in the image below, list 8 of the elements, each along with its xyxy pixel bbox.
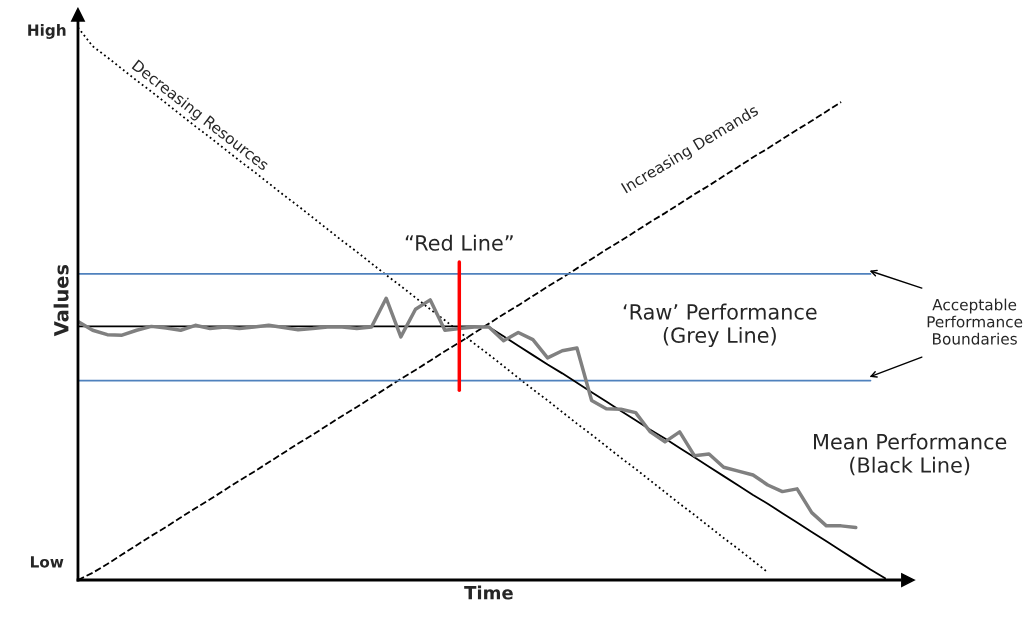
x-axis-title: Time bbox=[464, 585, 513, 600]
text: Low bbox=[30, 556, 64, 568]
annotation: “Red Line” bbox=[405, 234, 513, 251]
y-axis-title: Values bbox=[53, 264, 69, 337]
annotation: Mean Performance (Black Line) bbox=[814, 433, 1007, 476]
text: High bbox=[28, 24, 66, 39]
annotation: ‘Raw’ Performance (Grey Line) bbox=[623, 303, 817, 348]
text: Acceptable Performance Boundaries bbox=[927, 298, 1023, 345]
